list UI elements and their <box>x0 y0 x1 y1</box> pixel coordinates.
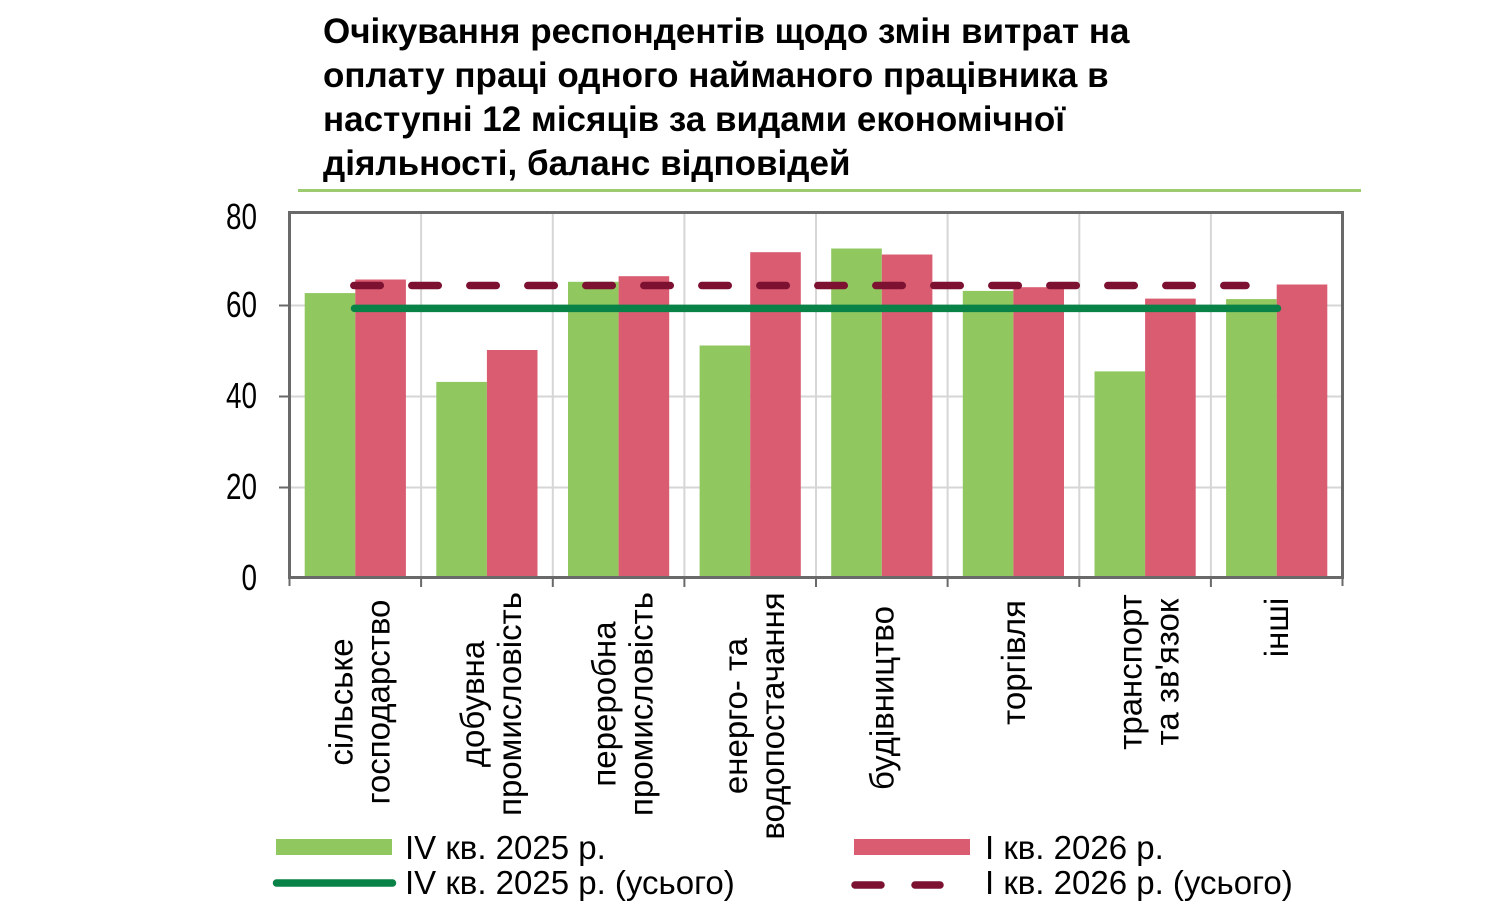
svg-text:господарство: господарство <box>359 600 396 805</box>
svg-text:переробна: переробна <box>586 621 623 787</box>
svg-text:промисловість: промисловість <box>623 592 660 816</box>
svg-text:сільське: сільське <box>322 638 359 765</box>
svg-text:І кв. 2026 р. (усього): І кв. 2026 р. (усього) <box>985 864 1293 901</box>
svg-text:торгівля: торгівля <box>995 600 1032 725</box>
svg-text:будівництво: будівництво <box>863 606 900 790</box>
svg-text:добувна: добувна <box>454 640 491 767</box>
svg-text:енерго- та: енерго- та <box>717 637 754 794</box>
svg-text:та зв'язок: та зв'язок <box>1149 598 1186 745</box>
svg-text:0: 0 <box>242 557 258 598</box>
svg-text:40: 40 <box>226 375 257 416</box>
svg-text:80: 80 <box>226 196 257 237</box>
svg-text:20: 20 <box>226 466 257 507</box>
svg-text:транспорт: транспорт <box>1112 594 1149 750</box>
svg-text:IV кв. 2025 р.: IV кв. 2025 р. <box>405 829 606 866</box>
svg-text:водопостачання: водопостачання <box>754 592 791 839</box>
svg-text:60: 60 <box>226 284 257 325</box>
svg-text:І кв. 2026 р.: І кв. 2026 р. <box>985 829 1164 866</box>
svg-text:інші: інші <box>1258 598 1295 657</box>
svg-text:IV кв. 2025 р. (усього): IV кв. 2025 р. (усього) <box>405 864 735 901</box>
svg-text:промисловість: промисловість <box>491 592 528 816</box>
